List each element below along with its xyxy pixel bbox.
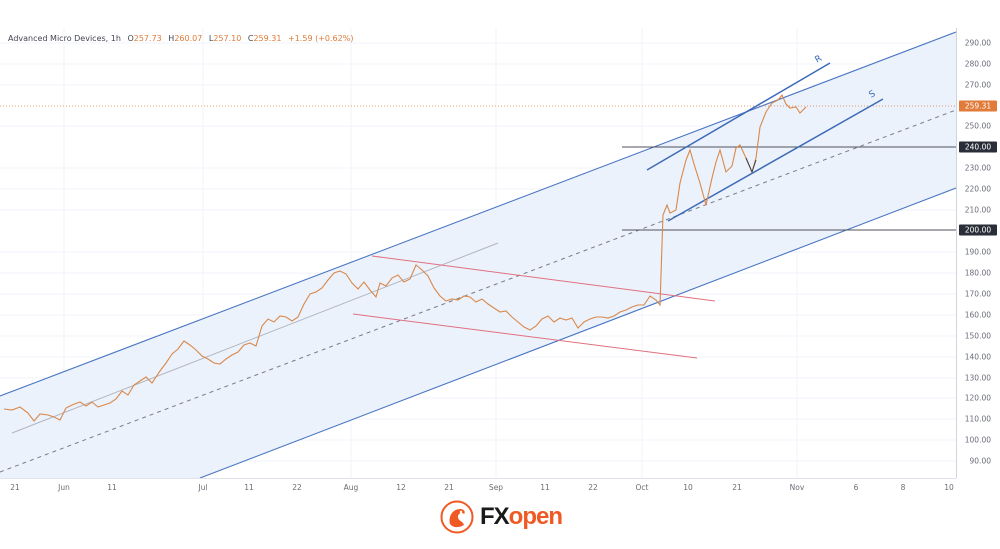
close-value: 259.31 xyxy=(253,34,282,43)
level-200-badge: 200.00 xyxy=(959,224,997,236)
channel-upper-line xyxy=(0,31,956,397)
channel-median-line xyxy=(0,109,956,473)
price-path-dark-segments xyxy=(745,157,757,174)
fxopen-wordmark: FXopen xyxy=(480,503,563,530)
current-price-badge: 259.31 xyxy=(959,100,997,112)
price-path xyxy=(3,93,807,422)
low-value: 257.10 xyxy=(213,34,242,43)
time-axis[interactable]: 21 Jun 11 Jul 11 22 Aug 12 21 Sep 11 22 … xyxy=(0,478,956,495)
open-value: 257.73 xyxy=(133,34,162,43)
ohlc-legend: Advanced Micro Devices, 1h O257.73 H260.… xyxy=(8,34,354,43)
support-label: S xyxy=(868,89,878,101)
support-line-S xyxy=(667,98,884,222)
change-value: +1.59 (+0.62%) xyxy=(288,34,354,43)
high-value: 260.07 xyxy=(174,34,203,43)
price-axis[interactable]: 290.00 280.00 270.00 250.00 230.00 220.0… xyxy=(956,28,1000,478)
fxopen-logo: FXopen xyxy=(440,497,580,537)
red-channel-upper xyxy=(371,255,716,302)
resistance-label: R xyxy=(814,54,824,66)
ascending-channel-fill xyxy=(0,32,956,478)
plot-area: R S xyxy=(0,28,956,478)
level-240-badge: 240.00 xyxy=(959,141,997,153)
red-channel-lower xyxy=(352,313,698,359)
resistance-line-R xyxy=(646,62,831,171)
fxopen-dragon-icon xyxy=(440,500,474,534)
symbol-label: Advanced Micro Devices, 1h xyxy=(8,34,121,43)
inner-trend-line xyxy=(11,242,499,434)
channel-lower-line xyxy=(199,187,956,478)
